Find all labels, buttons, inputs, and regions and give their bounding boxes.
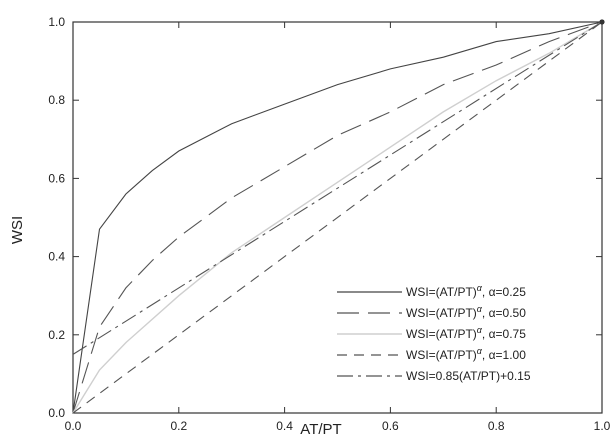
y-tick-label: 0.8 (48, 93, 65, 107)
series-line-3 (72, 21, 603, 414)
x-tick-label: 1.0 (594, 419, 611, 433)
legend-entry-5: WSI=0.85(AT/PT)+0.15 (406, 369, 531, 383)
x-axis-label: AT/PT (300, 421, 341, 438)
legend-entry-4: WSI=(AT/PT)α, α=1.00 (406, 346, 526, 362)
plot-frame (72, 21, 603, 414)
legend-entry-3: WSI=(AT/PT)α, α=0.75 (406, 325, 526, 341)
y-tick-label: 0.2 (48, 328, 65, 342)
axes: 0.0 0.2 0.4 0.6 0.8 1.0 0.0 0.2 0.4 0.6 0.8 1.0 (48, 15, 610, 433)
x-tick-label: 0.2 (170, 419, 187, 433)
series-line-5 (72, 21, 603, 355)
x-tick-label: 0.4 (276, 419, 293, 433)
series-layer (72, 19, 605, 414)
series-line-4 (72, 21, 603, 414)
x-tick-label: 0.8 (488, 419, 505, 433)
series-line-1 (72, 21, 603, 414)
series-line-2 (72, 21, 603, 414)
y-tick-label: 0.6 (48, 171, 65, 185)
y-tick-label: 1.0 (48, 15, 65, 29)
x-tick-label: 0.0 (65, 419, 82, 433)
legend-entry-2: WSI=(AT/PT)α, α=0.50 (406, 304, 526, 320)
x-tick-label: 0.6 (382, 419, 399, 433)
y-tick-label: 0.0 (48, 406, 65, 420)
legend: WSI=(AT/PT)α, α=0.25 WSI=(AT/PT)α, α=0.50… (337, 283, 531, 383)
y-tick-label: 0.4 (48, 250, 65, 264)
series-end-marker (599, 19, 605, 25)
y-axis-label: WSI (9, 216, 26, 244)
legend-entry-1: WSI=(AT/PT)α, α=0.25 (406, 283, 526, 299)
plot-area (72, 21, 603, 414)
